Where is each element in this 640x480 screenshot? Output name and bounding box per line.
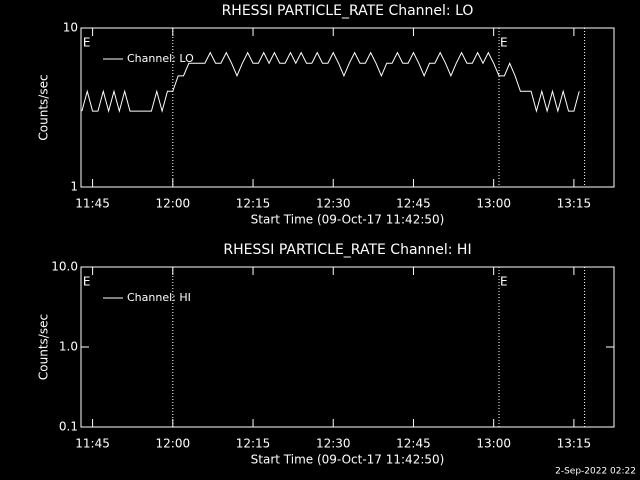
x-tick-label: 11:45 (75, 437, 110, 451)
data-line (81, 51, 580, 114)
x-tick-label: 12:30 (316, 197, 351, 211)
legend-label: Channel: HI (127, 291, 191, 304)
x-tick-label: 11:45 (75, 197, 110, 211)
legend-label: Channel: LO (127, 52, 194, 65)
x-tick-label: 13:00 (476, 437, 511, 451)
event-label: E (83, 36, 91, 50)
y-axis-label: Counts/sec (37, 314, 51, 380)
x-tick-label: 12:00 (156, 437, 191, 451)
y-tick-label: 0.1 (59, 420, 78, 434)
chart-title: RHESSI PARTICLE_RATE Channel: HI (223, 242, 471, 258)
x-tick-label: 12:15 (236, 437, 271, 451)
x-tick-label: 12:00 (156, 197, 191, 211)
x-tick-label: 12:45 (396, 437, 431, 451)
x-axis-label: Start Time (09-Oct-17 11:42:50) (251, 453, 445, 467)
x-tick-label: 13:15 (557, 437, 592, 451)
y-tick-label: 10 (63, 21, 78, 35)
x-tick-label: 13:00 (476, 197, 511, 211)
plot-frame (80, 27, 615, 188)
footer: 2-Sep-2022 02:22 (555, 467, 636, 477)
y-tick-label: 1 (70, 180, 78, 194)
chart-title: RHESSI PARTICLE_RATE Channel: LO (222, 3, 474, 19)
event-label: E (500, 36, 508, 50)
event-label: E (83, 275, 91, 289)
y-axis-label: Counts/sec (37, 74, 51, 140)
y-tick-label: 1.0 (59, 340, 78, 354)
event-label: E (500, 275, 508, 289)
x-axis-label: Start Time (09-Oct-17 11:42:50) (251, 213, 445, 227)
x-tick-label: 13:15 (557, 197, 592, 211)
y-tick-label: 10.0 (51, 260, 78, 274)
x-tick-label: 12:30 (316, 437, 351, 451)
x-tick-label: 12:15 (236, 197, 271, 211)
x-tick-label: 12:45 (396, 197, 431, 211)
